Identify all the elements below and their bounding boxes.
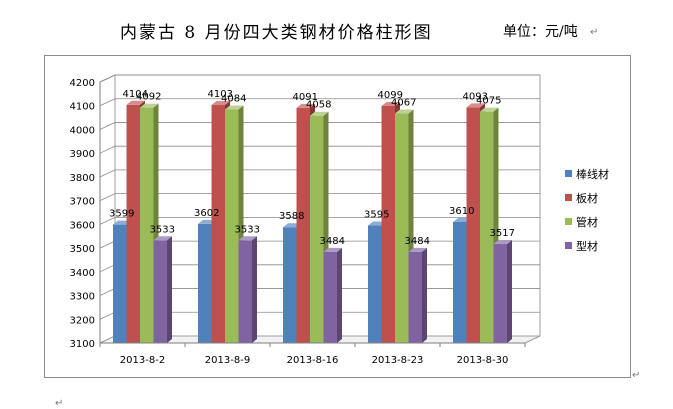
legend-label: 管材 xyxy=(576,215,598,229)
data-label: 4092 xyxy=(136,92,161,103)
bar-top xyxy=(310,111,329,116)
y-tick-label: 3600 xyxy=(70,220,95,231)
bar-top xyxy=(238,236,257,241)
bar xyxy=(211,105,225,343)
data-label: 3517 xyxy=(490,228,515,239)
data-label: 3484 xyxy=(405,236,430,247)
paragraph-mark-icon: ↵ xyxy=(632,370,641,381)
data-label: 3610 xyxy=(449,206,474,217)
data-label: 4091 xyxy=(293,92,318,103)
data-label: 3484 xyxy=(320,236,345,247)
data-label: 3533 xyxy=(235,224,260,235)
bar xyxy=(408,251,422,343)
bar xyxy=(368,225,382,343)
y-tick-label: 3400 xyxy=(70,268,95,279)
bar-top xyxy=(140,103,159,108)
bar-top xyxy=(211,101,230,106)
bar xyxy=(238,240,252,343)
bar xyxy=(310,115,324,344)
data-label: 4058 xyxy=(306,100,331,111)
bar-side xyxy=(507,240,512,343)
bar xyxy=(153,240,167,343)
bar xyxy=(140,107,154,343)
legend-label: 型材 xyxy=(576,239,598,253)
gridline xyxy=(99,98,540,107)
bar-top xyxy=(480,107,499,112)
y-tick-label: 3100 xyxy=(70,339,95,350)
y-tick-label: 4200 xyxy=(70,78,95,89)
data-label: 4093 xyxy=(463,91,488,102)
bar xyxy=(113,224,127,343)
bar xyxy=(493,244,507,343)
bar-top xyxy=(466,103,485,108)
legend-swatch xyxy=(565,218,572,225)
bar xyxy=(323,251,337,343)
data-label: 4104 xyxy=(123,89,148,100)
data-label: 3602 xyxy=(194,208,219,219)
document-title: 内蒙古 8 月份四大类钢材价格柱形图 xyxy=(120,23,433,43)
bar-side xyxy=(422,247,427,343)
x-tick-label: 2013-8-16 xyxy=(287,355,339,366)
legend-swatch xyxy=(565,242,572,249)
data-label: 3599 xyxy=(109,209,134,220)
y-tick-label: 3200 xyxy=(70,315,95,326)
bar xyxy=(480,111,494,343)
bar xyxy=(296,107,310,343)
bar-side xyxy=(167,236,172,343)
data-label: 4084 xyxy=(221,94,246,105)
x-tick-label: 2013-8-23 xyxy=(372,355,424,366)
paragraph-mark-icon: ↵ xyxy=(55,398,64,409)
bar-top xyxy=(381,101,400,106)
y-tick-label: 4000 xyxy=(70,125,95,136)
y-tick-label: 3500 xyxy=(70,244,95,255)
bar xyxy=(466,107,480,343)
data-label: 4067 xyxy=(391,98,416,109)
bar xyxy=(395,113,409,343)
gridline xyxy=(99,74,540,83)
bar-top xyxy=(225,105,244,110)
bar-top xyxy=(493,240,512,245)
bar xyxy=(453,221,467,343)
legend-swatch xyxy=(565,194,572,201)
x-tick-label: 2013-8-2 xyxy=(120,355,165,366)
x-tick-label: 2013-8-9 xyxy=(205,355,250,366)
bar-side xyxy=(252,236,257,343)
bar-top xyxy=(323,247,342,252)
bar xyxy=(126,104,140,343)
bar-side xyxy=(337,247,342,343)
y-tick-label: 3700 xyxy=(70,197,95,208)
bar xyxy=(381,105,395,344)
bar-top xyxy=(408,247,427,252)
legend-label: 棒线材 xyxy=(576,167,609,181)
legend-label: 板材 xyxy=(576,191,598,205)
bar-top xyxy=(296,103,315,108)
y-tick-label: 3300 xyxy=(70,292,95,303)
y-tick-label: 4100 xyxy=(70,102,95,113)
data-label: 4099 xyxy=(378,90,403,101)
data-label: 4075 xyxy=(476,96,501,107)
legend-swatch xyxy=(565,170,572,177)
bar xyxy=(198,223,212,343)
bar-top xyxy=(126,100,145,105)
y-tick-label: 3800 xyxy=(70,173,95,184)
y-tick-label: 3900 xyxy=(70,149,95,160)
bar-top xyxy=(153,236,172,241)
data-label: 4103 xyxy=(208,89,233,100)
bar xyxy=(283,227,297,343)
data-label: 3533 xyxy=(150,224,175,235)
chart-frame: 3100 3200 3300 3400 3500 3600 3700 3800 3900 4000… xyxy=(44,55,631,378)
bar-top xyxy=(395,109,414,114)
data-label: 3588 xyxy=(279,211,304,222)
unit-label: 单位：元/吨 xyxy=(503,24,578,40)
bar-chart: 3100 3200 3300 3400 3500 3600 3700 3800 3900 4000… xyxy=(70,74,609,366)
bar xyxy=(225,109,239,343)
paragraph-mark-icon: ↵ xyxy=(590,27,599,38)
data-label: 3595 xyxy=(364,210,389,221)
x-tick-label: 2013-8-30 xyxy=(457,355,509,366)
